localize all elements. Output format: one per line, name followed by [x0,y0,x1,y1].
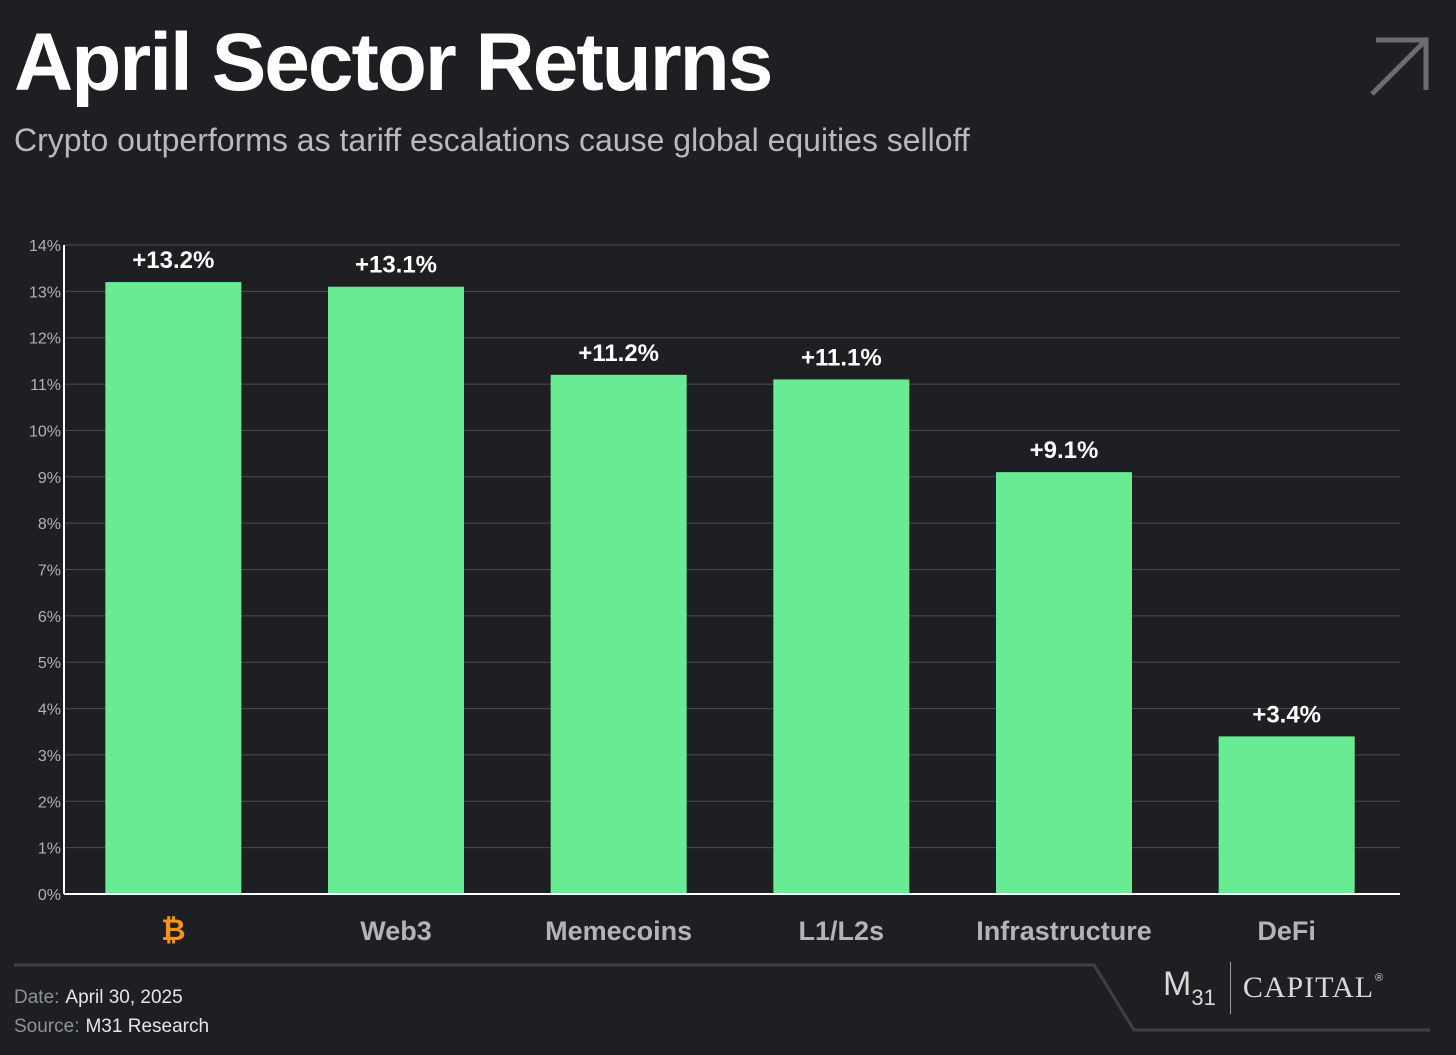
y-tick-label: 13% [29,284,61,301]
logo-registered: ® [1375,972,1384,984]
source-label: Source: [14,1016,80,1037]
data-label: +13.2% [132,247,214,274]
bar [996,472,1132,894]
chart-subtitle: Crypto outperforms as tariff escalations… [14,122,970,158]
bar [328,286,464,894]
data-label: +3.4% [1252,701,1321,728]
y-tick-label: 5% [38,655,61,672]
bar [773,379,910,895]
data-label: +9.1% [1030,437,1099,464]
y-tick-label: 9% [38,470,61,487]
y-tick-label: 4% [38,702,61,719]
data-label: +11.1% [801,344,882,371]
y-tick-label: 10% [29,423,61,440]
y-tick-label: 7% [38,563,61,580]
y-tick-label: 3% [38,748,61,765]
y-tick-label: 11% [30,377,61,394]
bar [1218,736,1355,894]
category-label: DeFi [1257,916,1316,946]
source-value: M31 Research [85,1016,210,1037]
logo-capital: CAPITAL [1242,971,1375,1004]
y-tick-label: 14% [29,238,61,255]
footer-source: Source: M31 Research [14,1017,209,1036]
data-label: +13.1% [355,252,437,279]
y-tick-label: 1% [38,841,61,858]
date-value: April 30, 2025 [65,987,183,1008]
category-label: L1/L2s [799,916,885,946]
y-tick-label: 6% [38,609,61,626]
y-tick-label: 2% [38,794,61,811]
y-tick-label: 12% [29,331,61,348]
bitcoin-icon: ₿ [161,914,185,947]
chart-title: April Sector Returns [14,17,773,108]
data-label: +11.2% [578,340,659,367]
bar [105,282,242,895]
y-tick-label: 8% [38,516,61,533]
logo-separator [1229,962,1231,1014]
date-label: Date: [14,987,60,1008]
logo-m31: M31 [1163,965,1216,1010]
m31-capital-logo: M31 CAPITAL ® [1163,960,1383,1016]
bar-chart: 0% 1% 2% 3% 4% 5% 6% 7% 8% 9% 10% 11% 12% 13% 14% +13.2… [29,238,1400,947]
category-label: Infrastructure [976,916,1152,946]
category-label: Web3 [360,916,432,946]
footer-date: Date: April 30, 2025 [14,988,183,1007]
arrow-up-right-icon [1370,37,1429,96]
category-label: Memecoins [545,916,692,946]
bar [550,374,687,894]
y-tick-label: 0% [38,887,61,904]
